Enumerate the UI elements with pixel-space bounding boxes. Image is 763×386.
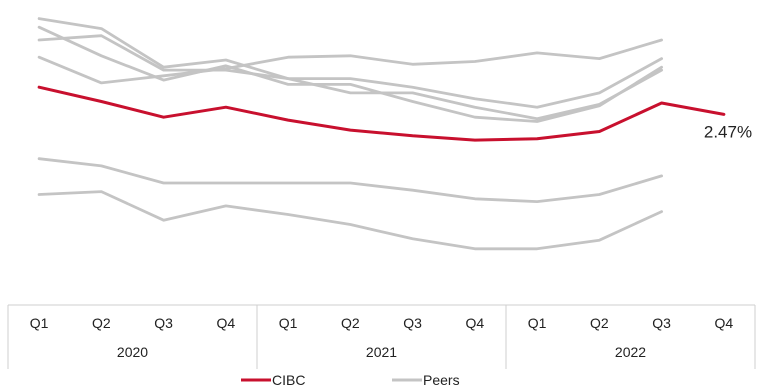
cibc-end-label: 2.47% — [704, 122, 752, 141]
peer-series-line-2 — [37, 25, 663, 123]
legend-label-peers: Peers — [423, 372, 460, 386]
legend: CIBC Peers — [241, 372, 460, 386]
year-label-2021: 2021 — [366, 344, 397, 360]
quarter-tick-label: Q2 — [341, 315, 360, 331]
quarter-tick-label: Q1 — [279, 315, 298, 331]
quarter-tick-label: Q4 — [466, 315, 485, 331]
year-label-2022: 2022 — [615, 344, 646, 360]
peer-series-line-1 — [37, 17, 663, 109]
legend-label-cibc: CIBC — [272, 372, 305, 386]
quarter-tick-label: Q1 — [30, 315, 49, 331]
quarter-tick-label: Q4 — [715, 315, 734, 331]
quarter-tick-label: Q3 — [154, 315, 173, 331]
year-label-2020: 2020 — [117, 344, 148, 360]
peer-series-line-6 — [37, 190, 663, 251]
quarter-tick-label: Q4 — [217, 315, 236, 331]
peer-series-line-5 — [37, 157, 663, 203]
cibc-series-line — [37, 85, 726, 142]
peer-series-line-3 — [37, 38, 663, 85]
series-layer — [37, 17, 726, 251]
quarter-tick-label: Q2 — [92, 315, 111, 331]
quarter-tick-label: Q3 — [652, 315, 671, 331]
quarter-tick-label: Q1 — [528, 315, 547, 331]
quarter-tick-label: Q2 — [590, 315, 609, 331]
peer-series-line-4 — [37, 34, 663, 121]
x-axis: 2020 2021 2022 Q1 Q2 Q3 Q4 Q1 Q2 Q3 Q4 Q1 Q2 Q3 Q4 — [7, 304, 756, 369]
quarter-tick-label: Q3 — [403, 315, 422, 331]
